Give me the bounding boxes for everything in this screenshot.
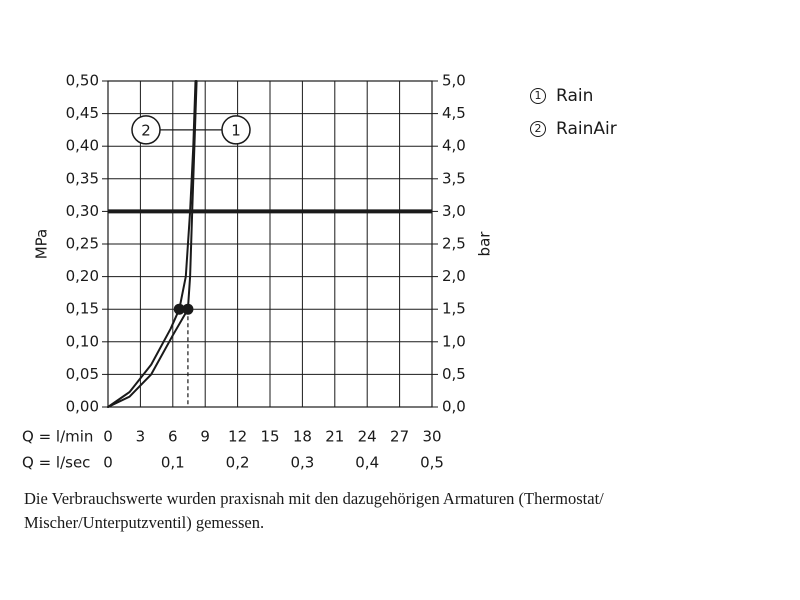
y-tick-label-left: 0,35 — [66, 169, 99, 187]
legend-marker-rain: 1 — [530, 87, 546, 104]
y-tick-label-left: 0,30 — [66, 202, 99, 220]
legend-label-rain: Rain — [556, 85, 594, 106]
x-tick-label-lmin: 21 — [325, 428, 344, 446]
x-tick-label-lmin: 9 — [200, 428, 210, 446]
y-axis-title-left: MPa — [33, 229, 51, 260]
x-tick-label-lsec: 0,3 — [290, 454, 314, 472]
y-tick-label-right: 3,0 — [442, 202, 466, 220]
y-tick-label-right: 0,0 — [442, 398, 466, 416]
curve-marker-rain — [221, 115, 251, 145]
operating-point-rainair — [173, 303, 185, 315]
curve-marker-rainair — [131, 115, 161, 145]
x-tick-label-lmin: 18 — [293, 428, 312, 446]
x-tick-label-lsec: 0 — [103, 454, 113, 472]
y-tick-label-right: 1,0 — [442, 332, 466, 350]
x-tick-label-lmin: 0 — [103, 428, 113, 446]
y-axis-title-right: bar — [476, 231, 494, 257]
y-tick-label-left: 0,25 — [66, 235, 99, 253]
x-tick-label-lsec: 0,1 — [161, 454, 185, 472]
x-tick-label-lmin: 3 — [136, 428, 146, 446]
y-tick-label-right: 4,0 — [442, 137, 466, 155]
pressure-flow-chart: 0,000,050,100,150,200,250,300,350,400,45… — [22, 72, 494, 472]
y-tick-label-left: 0,50 — [66, 72, 99, 90]
x-tick-label-lmin: 6 — [168, 428, 178, 446]
y-tick-label-right: 3,5 — [442, 169, 466, 187]
y-tick-label-right: 0,5 — [442, 365, 466, 383]
x-tick-label-lmin: 15 — [260, 428, 279, 446]
y-tick-label-left: 0,00 — [66, 398, 99, 416]
x-tick-label-lmin: 30 — [422, 428, 441, 446]
y-tick-label-left: 0,20 — [66, 267, 99, 285]
legend-item-rainair: 2 RainAir — [530, 112, 617, 145]
x-tick-label-lmin: 27 — [390, 428, 409, 446]
x-axis-title-lsec: Q = l/sec — [22, 454, 90, 472]
y-tick-label-right: 5,0 — [442, 72, 466, 90]
x-tick-label-lsec: 0,4 — [355, 454, 379, 472]
y-tick-label-right: 2,5 — [442, 235, 466, 253]
x-tick-label-lmin: 12 — [228, 428, 247, 446]
x-tick-label-lsec: 0,2 — [226, 454, 250, 472]
y-tick-label-right: 2,0 — [442, 267, 466, 285]
legend: 1 Rain 2 RainAir — [530, 79, 617, 145]
y-tick-label-left: 0,10 — [66, 332, 99, 350]
y-tick-label-left: 0,05 — [66, 365, 99, 383]
legend-item-rain: 1 Rain — [530, 79, 617, 112]
operating-point-rain — [182, 303, 194, 315]
legend-marker-rainair: 2 — [530, 120, 546, 137]
y-tick-label-right: 4,5 — [442, 104, 466, 122]
y-tick-label-left: 0,45 — [66, 104, 99, 122]
legend-label-rainair: RainAir — [556, 118, 617, 139]
curve-marker-label-rainair: 2 — [141, 121, 151, 139]
y-tick-label-left: 0,15 — [66, 300, 99, 318]
measurement-note: Die Verbrauchswerte wurden praxisnah mit… — [24, 489, 604, 532]
curve-marker-label-rain: 1 — [231, 121, 241, 139]
y-tick-label-left: 0,40 — [66, 137, 99, 155]
x-tick-label-lmin: 24 — [358, 428, 377, 446]
plot-frame — [107, 80, 433, 408]
y-tick-label-right: 1,5 — [442, 300, 466, 318]
x-tick-label-lsec: 0,5 — [420, 454, 444, 472]
x-axis-title-lmin: Q = l/min — [22, 428, 93, 446]
